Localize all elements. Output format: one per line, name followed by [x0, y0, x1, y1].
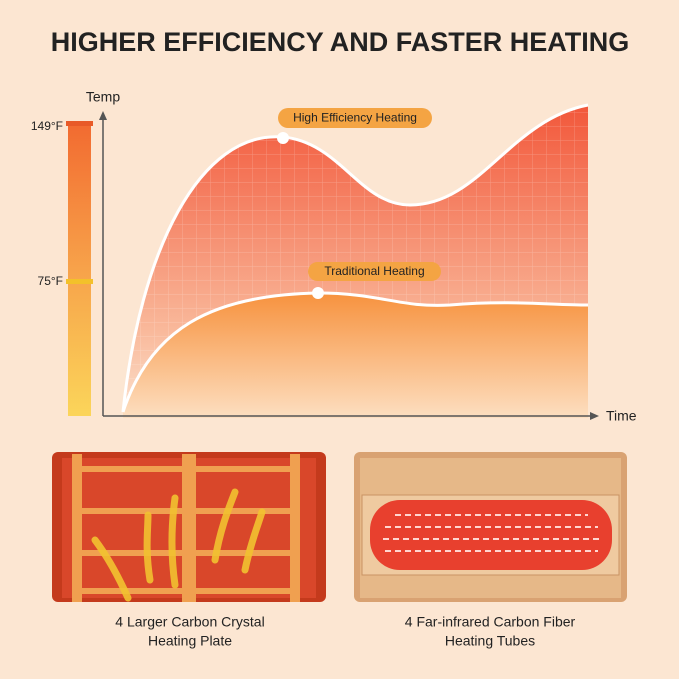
axis-arrow [99, 111, 107, 120]
curve-label: Traditional Heating [324, 264, 424, 278]
point [277, 132, 289, 144]
x-axis-label: Time [606, 408, 637, 424]
temp-label: 75°F [38, 274, 63, 288]
caption: 4 Far-infrared Carbon Fiber [405, 614, 576, 630]
mask [0, 418, 679, 430]
axis-arrow [590, 412, 599, 420]
y-axis-label: Temp [86, 89, 120, 105]
caption: Heating Plate [148, 633, 232, 649]
temp-bar [68, 122, 91, 416]
temp-marker [66, 121, 93, 126]
label-pill [308, 262, 441, 281]
title: HIGHER EFFICIENCY AND FASTER HEATING [51, 27, 630, 57]
panel-image [354, 452, 627, 602]
caption: Heating Tubes [445, 633, 535, 649]
high-efficiency-curve [121, 103, 589, 413]
point [312, 287, 324, 299]
label-pill [278, 108, 432, 128]
traditional-area [123, 293, 588, 425]
caption: 4 Larger Carbon Crystal [115, 614, 264, 630]
panel-image [52, 452, 326, 602]
traditional-curve [121, 291, 589, 413]
curve-label: High Efficiency Heating [293, 111, 417, 125]
temp-marker [66, 279, 93, 284]
temp-label: 149°F [31, 119, 63, 133]
